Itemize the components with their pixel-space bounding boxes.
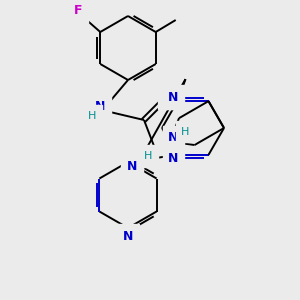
Text: N: N xyxy=(168,91,179,104)
Text: N: N xyxy=(168,131,179,144)
Text: H: H xyxy=(88,111,96,121)
Text: H: H xyxy=(144,151,152,161)
Text: N: N xyxy=(123,230,133,242)
Text: N: N xyxy=(127,160,137,173)
Text: N: N xyxy=(95,100,105,112)
Text: F: F xyxy=(74,4,82,17)
Text: H: H xyxy=(181,127,190,136)
Text: N: N xyxy=(168,152,179,165)
Text: O: O xyxy=(164,91,174,103)
